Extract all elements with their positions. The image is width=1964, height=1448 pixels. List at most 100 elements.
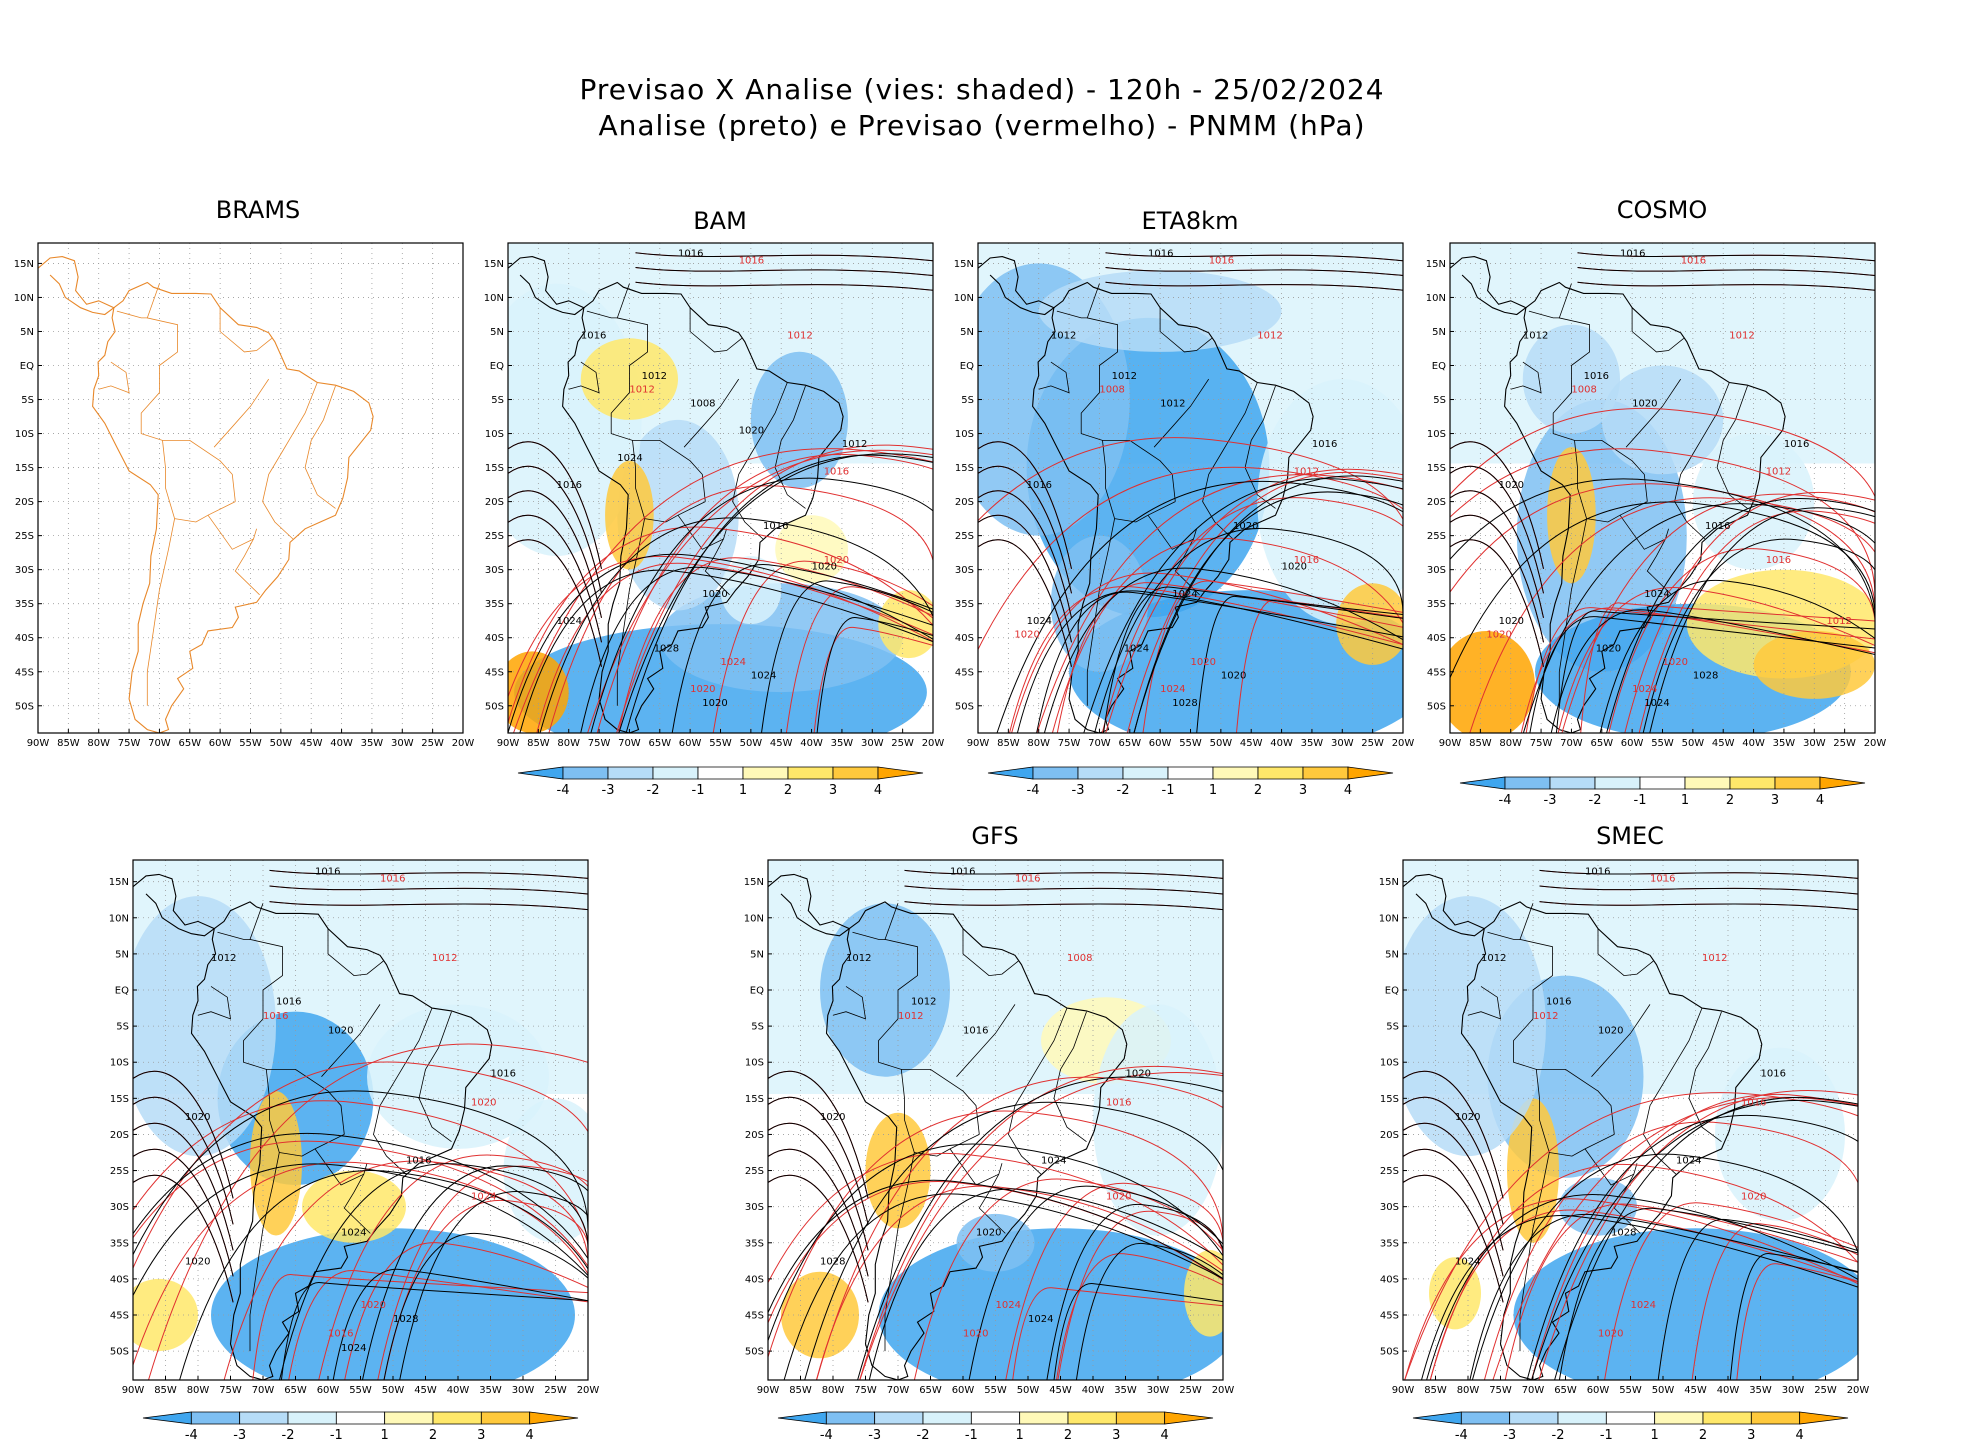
- country-border: [1619, 514, 1666, 550]
- lon-tick-label: 85W: [527, 738, 550, 749]
- lat-tick-label: 30S: [1380, 1202, 1399, 1213]
- lon-tick-label: 80W: [1027, 738, 1050, 749]
- coastline: [1032, 281, 1314, 733]
- isobar-line: [978, 466, 1403, 651]
- lat-tick-label: 45S: [15, 667, 34, 678]
- colorbar-swatch: [742, 766, 789, 780]
- forecast-contour-label: 1012: [1257, 330, 1282, 341]
- country-border: [327, 928, 384, 977]
- lon-tick-label: 70W: [1088, 738, 1111, 749]
- isobar-line: [804, 1101, 1223, 1380]
- colorbar-swatch: [697, 766, 744, 780]
- lon-tick-label: 20W: [1392, 738, 1415, 749]
- analysis-contour-label: 1012: [642, 371, 667, 382]
- forecast-contour-label: 1024: [1631, 1300, 1656, 1311]
- country-border: [632, 440, 706, 502]
- colorbar-gfs: -4 -3 -2 -1 1 2 3 4: [777, 1411, 1214, 1443]
- isobar-line: [590, 477, 933, 733]
- isobar-line: [768, 1153, 1223, 1284]
- lat-tick-label: 15N: [1426, 259, 1446, 270]
- isobar-line: [513, 448, 933, 733]
- colorbar-swatch: [987, 766, 1034, 780]
- lon-tick-label: 75W: [1489, 1385, 1512, 1396]
- isobar-line: [383, 1232, 588, 1380]
- analysis-contour-label: 1016: [406, 1155, 431, 1166]
- isobar-line: [269, 885, 588, 895]
- lat-tick-label: 50S: [1427, 701, 1446, 712]
- colorbar-swatch: [1750, 1411, 1801, 1425]
- isobar-line: [1403, 1175, 1504, 1303]
- colorbar-label: -1: [692, 783, 705, 798]
- coastline: [562, 281, 844, 733]
- coastline: [508, 256, 585, 316]
- colorbar-swatch: [1167, 766, 1214, 780]
- analysis-contour-label: 1020: [702, 698, 727, 709]
- isobar-line: [1539, 885, 1858, 895]
- analysis-contour-label: 1020: [739, 426, 764, 437]
- colorbar-swatch: [1774, 776, 1821, 790]
- lon-tick-label: 50W: [740, 738, 763, 749]
- lat-tick-label: EQ: [20, 361, 34, 372]
- colorbar-label: 4: [1344, 783, 1352, 798]
- isobar-line: [1421, 1215, 1858, 1380]
- colorbar-swatch: [1122, 766, 1169, 780]
- lon-tick-label: 45W: [770, 738, 793, 749]
- lat-tick-label: 40S: [1380, 1274, 1399, 1285]
- lon-tick-label: 40W: [800, 738, 823, 749]
- isobar-line: [1538, 1090, 1858, 1380]
- lon-tick-label: 25W: [1833, 738, 1856, 749]
- lat-tick-label: 10S: [1380, 1058, 1399, 1069]
- analysis-contour-label: 1016: [315, 866, 340, 877]
- isobar-line: [1450, 514, 1544, 643]
- analysis-contour-label: 1012: [1481, 953, 1506, 964]
- colorbar-swatch: [384, 1411, 434, 1425]
- forecast-contour-label: 1024: [1160, 684, 1185, 695]
- country-border: [832, 986, 866, 1020]
- lon-tick-label: 85W: [154, 1385, 177, 1396]
- lon-tick-label: 60W: [1149, 738, 1172, 749]
- lon-tick-label: 45W: [300, 738, 323, 749]
- isobar-line: [133, 1071, 234, 1199]
- forecast-contour-label: 1024: [1632, 684, 1657, 695]
- isobar-line: [332, 1268, 588, 1380]
- analysis-contour-label: 1024: [1028, 1314, 1053, 1325]
- lon-tick-label: 30W: [1803, 738, 1826, 749]
- isobar-line: [133, 1100, 588, 1240]
- colorbar-swatch: [1164, 1411, 1214, 1425]
- colorbar-swatch: [1257, 766, 1304, 780]
- analysis-contour-label: 1016: [1584, 371, 1609, 382]
- colorbar-swatch: [1067, 1411, 1117, 1425]
- lat-tick-label: 20S: [485, 497, 504, 508]
- lon-tick-label: 75W: [118, 738, 141, 749]
- panel-title-brams: BRAMS: [215, 196, 301, 224]
- lon-tick-label: 20W: [577, 1385, 600, 1396]
- isobar-line: [1450, 490, 1544, 618]
- colorbar-label: 2: [784, 783, 792, 798]
- lat-tick-label: 20S: [15, 497, 34, 508]
- country-border: [852, 931, 885, 940]
- analysis-contour-label: 1012: [1112, 371, 1137, 382]
- lat-tick-label: 15N: [744, 877, 764, 888]
- country-border: [704, 528, 730, 596]
- lon-tick-label: 75W: [1530, 738, 1553, 749]
- lat-tick-label: 10N: [1426, 293, 1446, 304]
- colorbar-swatch: [1115, 1411, 1166, 1425]
- panel-title-gfs: GFS: [971, 822, 1019, 850]
- country-border: [304, 385, 336, 509]
- analysis-contour-label: 1016: [276, 996, 301, 1007]
- bias-blob: [133, 896, 276, 1157]
- map-panel-eta8km: 1016101210121012101610161020102410241020…: [954, 242, 1414, 749]
- lat-tick-label: 15S: [745, 1094, 764, 1105]
- analysis-contour-label: 1016: [1761, 1069, 1786, 1080]
- lat-tick-label: 15S: [1380, 1094, 1399, 1105]
- isobar-line: [768, 1097, 869, 1225]
- colorbar-label: 2: [1726, 793, 1734, 808]
- title-line-2: Analise (preto) e Previsao (vermelho) - …: [598, 109, 1366, 142]
- lat-tick-label: 10N: [484, 293, 504, 304]
- bias-blob: [878, 1228, 1223, 1380]
- lon-tick-label: 70W: [1522, 1385, 1545, 1396]
- lon-tick-label: 35W: [361, 738, 384, 749]
- country-border: [1159, 307, 1213, 353]
- lat-tick-label: 5S: [1386, 1022, 1399, 1033]
- isobar-line: [1539, 869, 1858, 879]
